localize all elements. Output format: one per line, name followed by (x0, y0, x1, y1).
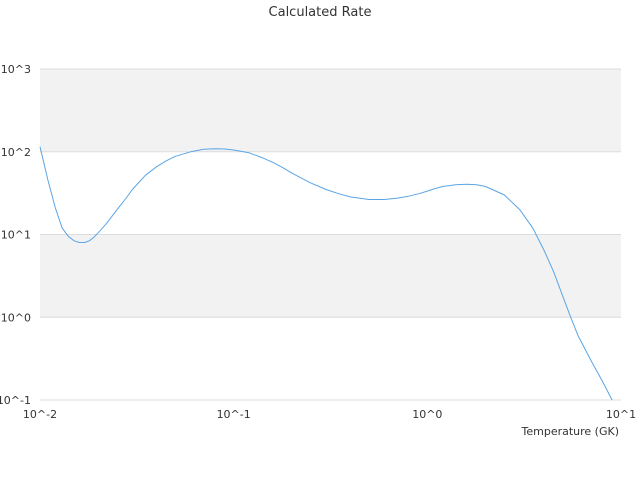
series-line (39, 146, 613, 401)
plot-band (40, 317, 621, 400)
x-tick-label: 10^-2 (23, 408, 57, 421)
y-tick-label: 10^1 (1, 229, 31, 242)
series-lines (39, 146, 613, 401)
x-tick-labels: 10^-2 10^-1 10^0 10^1 (23, 408, 636, 421)
y-tick-labels: 10^-1 10^0 10^1 10^2 10^3 (0, 63, 31, 407)
x-tick-label: 10^-1 (217, 408, 251, 421)
plot-band (40, 69, 621, 152)
y-tick-label: 10^-1 (0, 394, 31, 407)
y-tick-label: 10^2 (1, 146, 31, 159)
x-axis-label: Temperature (GK) (521, 425, 620, 438)
gridlines (40, 68, 621, 401)
x-tick-label: 10^1 (606, 408, 636, 421)
y-tick-label: 10^0 (1, 311, 31, 324)
chart-title: Calculated Rate (269, 5, 372, 20)
plot-band (40, 234, 621, 318)
plot-background-bands (40, 69, 621, 400)
x-tick-label: 10^0 (412, 408, 442, 421)
y-tick-label: 10^3 (1, 63, 31, 76)
plot-band (40, 151, 621, 235)
